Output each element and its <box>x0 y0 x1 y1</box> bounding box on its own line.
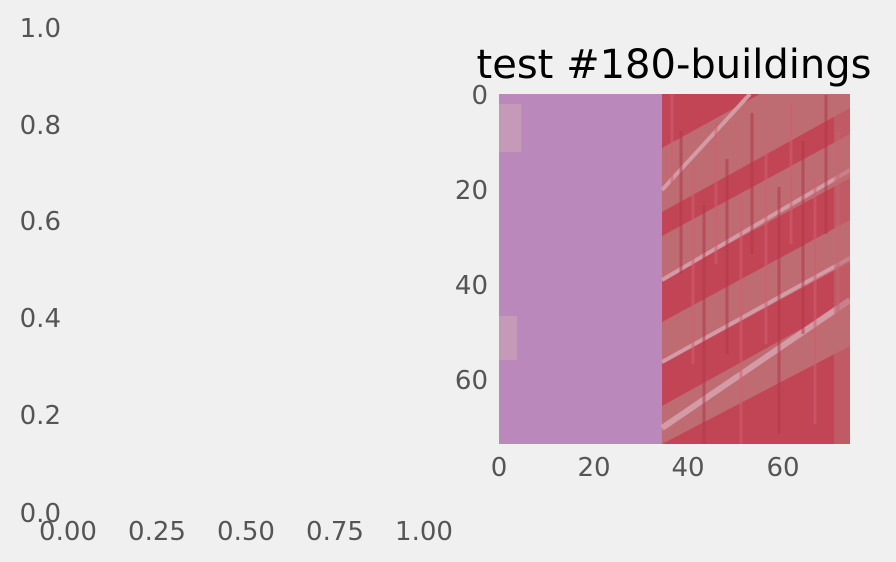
right-x-tick-label: 0 <box>491 453 508 483</box>
right-axes: test #180-buildings 0 20 40 60 <box>455 42 872 483</box>
left-y-tick-label: 0.2 <box>20 401 61 431</box>
left-x-tick-label: 1.00 <box>395 517 453 547</box>
left-y-tick-label: 0.8 <box>20 111 61 141</box>
left-patch <box>499 104 521 152</box>
right-x-tick-label: 40 <box>671 453 704 483</box>
stripe-highlight <box>660 94 752 192</box>
right-y-tick-label: 0 <box>471 81 488 111</box>
right-x-tick-label: 20 <box>577 453 610 483</box>
light-band <box>662 302 850 444</box>
left-y-tick-label: 1.0 <box>20 14 61 44</box>
left-x-tick-labels: 0.00 0.25 0.50 0.75 1.00 <box>39 517 453 547</box>
left-x-tick-label: 0.50 <box>217 517 275 547</box>
left-y-tick-label: 0.0 <box>20 499 61 529</box>
left-axes: 1.0 0.8 0.6 0.4 0.2 0.0 0.00 0.25 0.50 0… <box>20 14 453 547</box>
right-y-tick-label: 60 <box>455 366 488 396</box>
left-y-tick-label: 0.4 <box>20 304 61 334</box>
left-y-tick-labels: 1.0 0.8 0.6 0.4 0.2 0.0 <box>20 14 61 529</box>
right-y-tick-label: 20 <box>455 176 488 206</box>
left-y-tick-label: 0.6 <box>20 207 61 237</box>
right-y-tick-label: 40 <box>455 271 488 301</box>
right-y-tick-labels: 0 20 40 60 <box>455 81 488 396</box>
left-x-tick-label: 0.25 <box>128 517 186 547</box>
right-x-tick-labels: 0 20 40 60 <box>491 453 800 483</box>
left-region <box>499 94 664 444</box>
left-x-tick-label: 0.75 <box>306 517 364 547</box>
left-x-tick-label: 0.00 <box>39 517 97 547</box>
chart-title: test #180-buildings <box>477 42 872 88</box>
left-patch <box>499 316 517 360</box>
light-band <box>662 94 850 212</box>
right-x-tick-label: 60 <box>766 453 799 483</box>
heatmap-image <box>499 94 850 444</box>
right-edge-column <box>834 94 850 444</box>
stripe-highlight <box>660 297 850 431</box>
